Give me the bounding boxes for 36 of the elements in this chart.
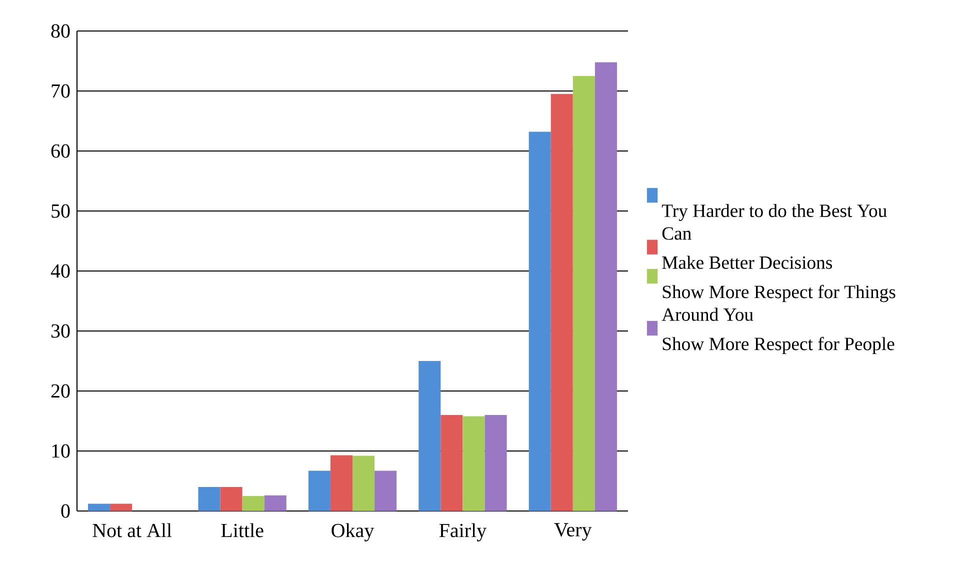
bar	[330, 455, 353, 511]
y-tick-label: 0	[61, 504, 70, 518]
x-tick-label: Okay	[332, 523, 374, 542]
bar	[198, 487, 220, 511]
bar	[440, 415, 463, 511]
bar	[594, 62, 617, 511]
y-tick-label: 30	[51, 324, 70, 338]
bar	[110, 504, 132, 511]
bar	[264, 495, 286, 511]
y-tick-label: 80	[51, 24, 70, 38]
bar	[220, 487, 242, 511]
y-tick-label: 20	[51, 384, 70, 398]
y-tick-label: 50	[52, 204, 70, 218]
bar	[418, 361, 441, 511]
bar	[484, 415, 507, 511]
bar	[572, 76, 595, 511]
bar	[88, 504, 110, 511]
bar	[242, 496, 264, 511]
bar	[550, 94, 573, 511]
x-tick-label: Fairly	[439, 523, 487, 542]
y-tick-label: 70	[52, 84, 70, 98]
bar	[528, 132, 551, 511]
bar	[462, 416, 485, 511]
x-tick-label: Very	[554, 523, 592, 541]
legend-label: Try Harder to do the Best You Can	[662, 204, 887, 240]
y-tick-label: 10	[52, 444, 70, 458]
legend-label: Show More Respect for People	[662, 336, 894, 354]
bar	[308, 470, 330, 511]
legend-label: Make Better Decisions	[662, 256, 832, 269]
y-tick-label: 40	[50, 264, 70, 278]
bar	[352, 456, 375, 511]
bar	[374, 470, 397, 511]
x-tick-label: Not at All	[92, 523, 172, 538]
legend-label: Show More Respect for Things Around You	[662, 284, 896, 321]
x-tick-label: Little	[221, 523, 264, 538]
y-tick-label: 60	[51, 144, 70, 158]
